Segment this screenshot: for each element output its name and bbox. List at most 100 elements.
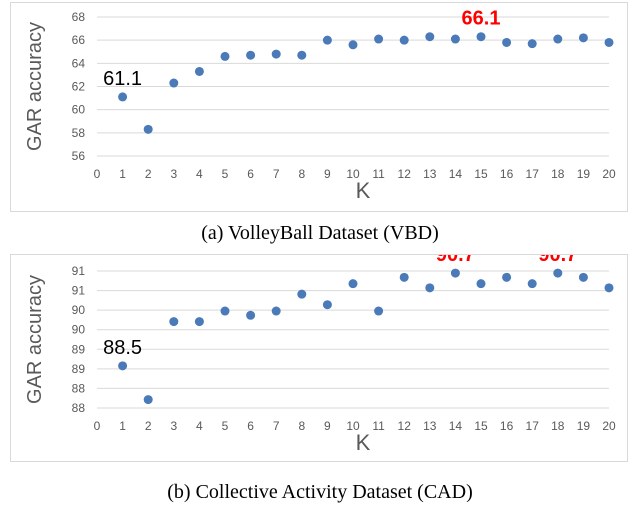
data-point	[194, 66, 204, 76]
x-tick-label: 15	[474, 167, 488, 181]
data-point	[553, 268, 563, 278]
y-axis-label: GAR accuracy	[24, 22, 46, 151]
data-point	[553, 34, 563, 44]
y-tick-label: 58	[72, 126, 86, 140]
x-tick-label: 9	[324, 167, 331, 181]
y-tick-label: 91	[72, 264, 86, 278]
x-tick-label: 19	[577, 167, 591, 181]
x-axis-label: K	[356, 178, 371, 203]
x-tick-label: 0	[94, 419, 101, 433]
x-tick-label: 7	[273, 167, 280, 181]
data-point	[118, 361, 128, 371]
x-tick-label: 3	[170, 419, 177, 433]
x-axis-label: K	[356, 430, 371, 455]
y-tick-label: 64	[72, 56, 86, 70]
data-point	[425, 32, 435, 42]
x-tick-label: 18	[551, 167, 565, 181]
y-tick-label: 89	[72, 362, 86, 376]
x-tick-label: 3	[170, 167, 177, 181]
x-tick-label: 20	[602, 167, 616, 181]
data-point	[271, 306, 281, 316]
x-tick-label: 13	[423, 167, 437, 181]
x-tick-label: 20	[602, 419, 616, 433]
y-axis-label: GAR accuracy	[24, 275, 46, 404]
y-tick-label: 88	[72, 381, 86, 395]
x-tick-label: 17	[526, 167, 540, 181]
annotation-label: 61.1	[103, 68, 142, 90]
x-tick-label: 16	[500, 419, 514, 433]
data-point	[527, 279, 537, 289]
data-point	[476, 32, 486, 42]
y-tick-label: 89	[72, 342, 86, 356]
x-tick-label: 14	[449, 167, 463, 181]
data-point	[348, 40, 358, 50]
x-tick-label: 1	[119, 167, 126, 181]
data-point	[578, 33, 588, 43]
x-tick-label: 15	[474, 419, 488, 433]
data-point	[297, 50, 307, 60]
data-point	[322, 35, 332, 45]
caption-cad: (b) Collective Activity Dataset (CAD)	[167, 481, 473, 503]
data-point	[604, 283, 614, 293]
x-tick-label: 11	[372, 419, 385, 433]
x-tick-label: 4	[196, 167, 203, 181]
data-point	[118, 92, 128, 102]
data-point	[425, 283, 435, 293]
x-tick-label: 2	[145, 167, 152, 181]
data-point	[374, 34, 384, 44]
chart-panel-vbd: 56 58 60 62 64 66 68 0 1 2 3 4 5 6 7 8 9 10 11 12 13 14 15 16 17…	[10, 2, 628, 212]
y-tick-label: 88	[72, 401, 86, 415]
data-point	[194, 317, 204, 327]
data-point	[374, 306, 384, 316]
y-tick-label: 56	[72, 149, 86, 163]
x-tick-label: 4	[196, 419, 203, 433]
data-point	[527, 39, 537, 49]
data-point	[502, 272, 512, 282]
x-tick-label: 14	[449, 419, 463, 433]
x-tick-label: 10	[346, 419, 360, 433]
x-tick-label: 13	[423, 419, 437, 433]
x-tick-label: 12	[398, 419, 412, 433]
x-tick-label: 9	[324, 419, 331, 433]
chart-panel-cad: 88 88 89 89 90 90 91 91 0 1 2 3 4 5 6 7 8 9 10 11 12 13 14 15 16…	[10, 254, 628, 462]
data-point	[246, 50, 256, 60]
annotation-label: 88.5	[103, 337, 142, 359]
x-tick-label: 5	[222, 419, 229, 433]
y-tick-label: 91	[72, 284, 86, 298]
data-point	[143, 395, 153, 405]
data-point	[169, 78, 179, 88]
annotation-label: 66.1	[462, 8, 501, 30]
x-tick-label: 0	[94, 167, 101, 181]
data-point	[297, 289, 307, 299]
x-tick-label: 8	[298, 167, 305, 181]
y-tick-label: 90	[72, 303, 86, 317]
data-point	[143, 124, 153, 134]
x-tick-label: 11	[372, 167, 385, 181]
y-tick-label: 62	[72, 80, 86, 94]
data-point	[476, 279, 486, 289]
data-point	[220, 51, 230, 61]
data-point	[450, 268, 460, 278]
x-tick-label: 10	[346, 167, 360, 181]
x-tick-label: 17	[526, 419, 540, 433]
data-point	[271, 49, 281, 59]
x-tick-label: 1	[119, 419, 126, 433]
x-tick-label: 12	[398, 167, 412, 181]
data-point	[322, 300, 332, 310]
data-point	[246, 310, 256, 320]
x-tick-label: 7	[273, 419, 280, 433]
data-point	[578, 272, 588, 282]
annotation-label: 90.7	[436, 255, 475, 266]
y-tick-label: 68	[72, 10, 86, 24]
x-tick-label: 19	[577, 419, 591, 433]
data-point	[220, 306, 230, 316]
data-point	[450, 34, 460, 44]
x-tick-label: 18	[551, 419, 565, 433]
x-tick-label: 2	[145, 419, 152, 433]
data-point	[399, 272, 409, 282]
x-tick-label: 6	[247, 167, 254, 181]
y-tick-label: 66	[72, 33, 86, 47]
data-point	[604, 37, 614, 47]
